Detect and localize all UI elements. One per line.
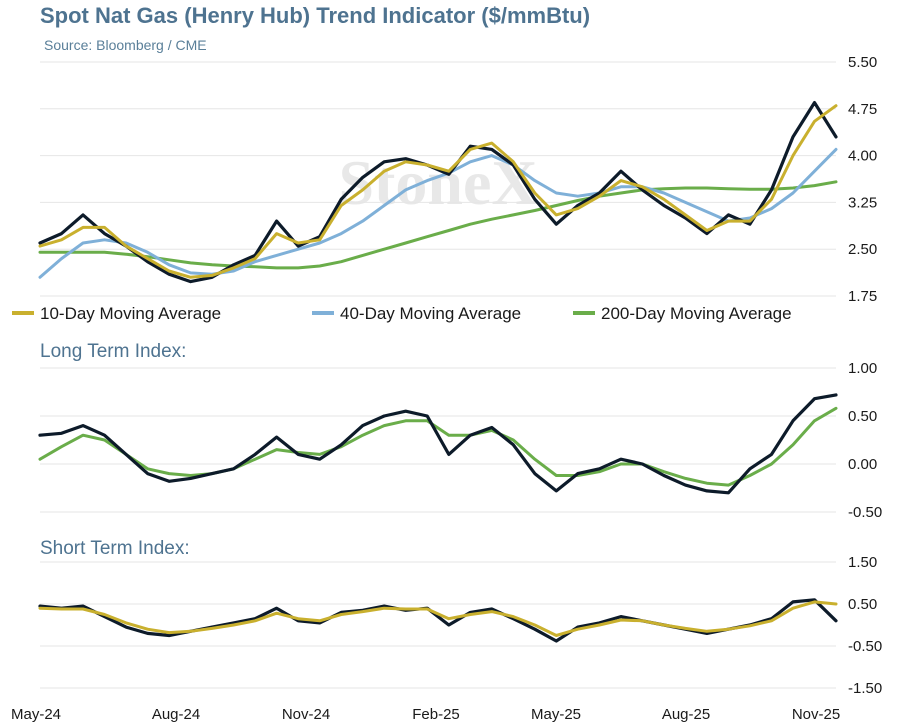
series-line-200-day-moving-average [38, 180, 838, 270]
x-axis-ticks: May-24 Aug-24 Nov-24 Feb-25 May-25 Aug-25 Nov-… [11, 706, 840, 723]
legend-label: 200-Day Moving Average [601, 304, 792, 323]
x-tick-label: Aug-24 [152, 706, 200, 723]
y-tick-label: 4.75 [848, 101, 877, 118]
series-line-short-term-index-smoothed- [38, 600, 838, 637]
x-tick-label: Nov-25 [792, 706, 840, 723]
series-line-10-day-moving-average [38, 104, 838, 279]
x-tick-label: Nov-24 [282, 706, 330, 723]
y-tick-label: 1.50 [848, 554, 877, 571]
chart-source: Source: Bloomberg / CME [44, 37, 207, 53]
y-tick-label: 1.75 [848, 288, 877, 305]
panel-title: Long Term Index: [40, 341, 186, 362]
x-tick-label: May-24 [11, 706, 61, 723]
legend: 10-Day Moving Average 40-Day Moving Avera… [12, 304, 792, 323]
series-line-short-term-index [38, 598, 838, 643]
series-line-long-term-index [38, 393, 838, 495]
panel-title: Short Term Index: [40, 538, 190, 559]
gridlines [40, 61, 836, 689]
x-tick-label: May-25 [531, 706, 581, 723]
y-tick-label: 4.00 [848, 148, 877, 165]
y-tick-label: 0.50 [848, 408, 877, 425]
legend-label: 10-Day Moving Average [40, 304, 221, 323]
x-tick-label: Aug-25 [662, 706, 710, 723]
series-line-40-day-moving-average [38, 147, 838, 279]
axis-ticks: 5.50 4.75 4.00 3.25 2.50 1.75 Long Term Index:… [40, 54, 882, 697]
y-tick-label: 3.25 [848, 194, 877, 211]
x-tick-label: Feb-25 [412, 706, 460, 723]
series-lines [38, 100, 838, 643]
y-tick-label: 0.50 [848, 596, 877, 613]
chart-title: Spot Nat Gas (Henry Hub) Trend Indicator… [40, 3, 591, 28]
y-tick-label: -0.50 [848, 638, 882, 655]
y-tick-label: -0.50 [848, 504, 882, 521]
y-tick-label: 2.50 [848, 241, 877, 258]
series-line-long-term-index-smoothed- [38, 406, 838, 487]
y-tick-label: 5.50 [848, 54, 877, 71]
legend-label: 40-Day Moving Average [340, 304, 521, 323]
y-tick-label: 0.00 [848, 456, 877, 473]
y-tick-label: 1.00 [848, 360, 877, 377]
y-tick-label: -1.50 [848, 680, 882, 697]
